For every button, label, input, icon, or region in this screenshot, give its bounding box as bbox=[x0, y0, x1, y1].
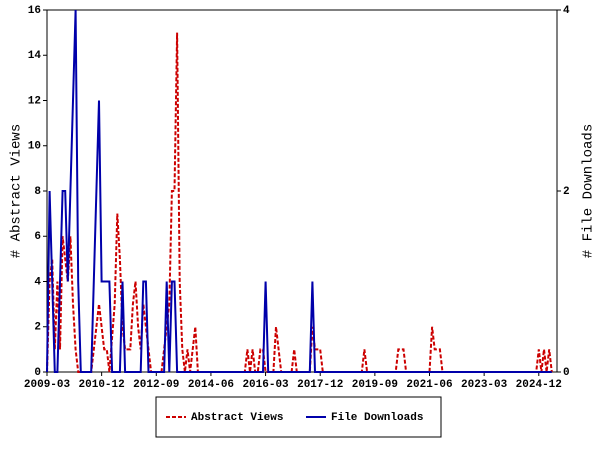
legend bbox=[155, 396, 442, 438]
x-tick-label: 2016-03 bbox=[242, 379, 289, 391]
series-line bbox=[46, 32, 553, 373]
x-tick-label: 2019-09 bbox=[352, 379, 398, 391]
y2-axis-label: # File Downloads bbox=[581, 124, 597, 258]
x-tick-label: 2009-03 bbox=[24, 379, 71, 391]
y2-tick-label: 2 bbox=[563, 186, 570, 198]
y-tick-label: 12 bbox=[28, 95, 41, 107]
series-line bbox=[46, 9, 552, 373]
y-tick-label: 6 bbox=[34, 231, 41, 243]
y-tick-label: 14 bbox=[28, 50, 42, 62]
x-tick-label: 2023-03 bbox=[461, 379, 508, 391]
x-tick-label: 2024-12 bbox=[516, 379, 562, 391]
y-tick-label: 10 bbox=[28, 141, 41, 153]
legend-label: Abstract Views bbox=[191, 412, 283, 424]
y2-tick-label: 4 bbox=[563, 5, 570, 17]
y-tick-label: 0 bbox=[34, 367, 41, 379]
x-tick-label: 2021-06 bbox=[406, 379, 452, 391]
x-tick-label: 2010-12 bbox=[79, 379, 125, 391]
x-tick-label: 2014-06 bbox=[188, 379, 234, 391]
y-axis-label: # Abstract Views bbox=[9, 124, 25, 258]
y-tick-label: 2 bbox=[34, 322, 41, 334]
y-tick-label: 8 bbox=[34, 186, 41, 198]
y2-tick-label: 0 bbox=[563, 367, 570, 379]
x-tick-label: 2012-09 bbox=[133, 379, 179, 391]
legend-label: File Downloads bbox=[331, 412, 423, 424]
x-tick-label: 2017-12 bbox=[297, 379, 343, 391]
y-tick-label: 16 bbox=[28, 5, 41, 17]
y-tick-label: 4 bbox=[34, 276, 41, 288]
